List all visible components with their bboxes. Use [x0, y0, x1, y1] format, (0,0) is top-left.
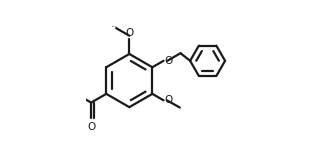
Text: O: O: [87, 122, 95, 132]
Text: methoxy: methoxy: [112, 26, 119, 27]
Text: O: O: [164, 56, 172, 66]
Text: O: O: [125, 28, 133, 38]
Text: O: O: [164, 95, 172, 105]
